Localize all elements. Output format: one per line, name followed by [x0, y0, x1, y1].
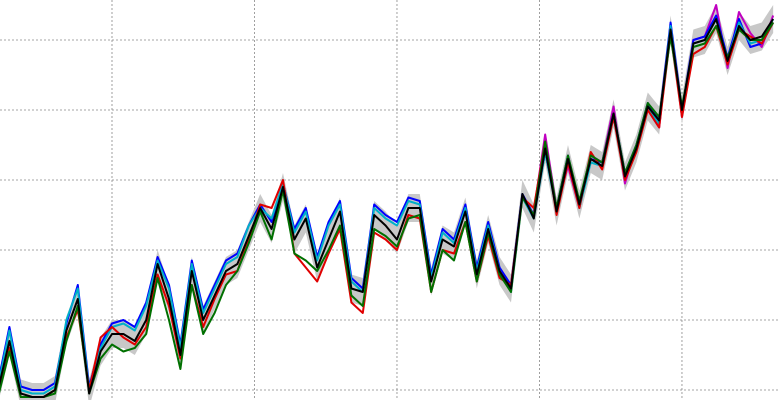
series-line: [0, 18, 774, 398]
uncertainty-band: [0, 5, 774, 400]
